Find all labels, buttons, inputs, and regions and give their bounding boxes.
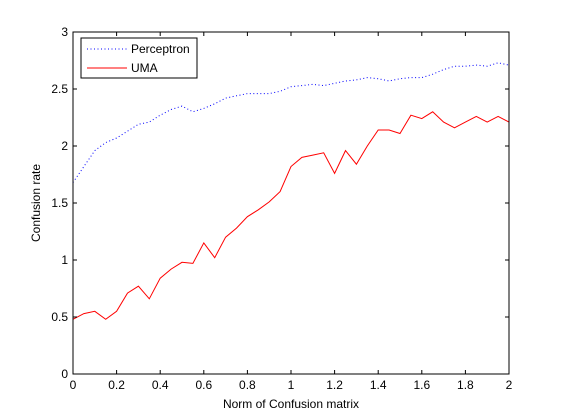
ticks-layer: 0 0.2 0.4 0.6 0.8 1 1.2 1.4 1.6 1.8 2 0 0.5 1 1.5 2 2.5 3 bbox=[51, 25, 512, 392]
legend-box bbox=[80, 37, 198, 79]
x-tick-label: 1.6 bbox=[413, 378, 430, 392]
y-tick-label: 0.5 bbox=[51, 310, 68, 324]
x-tick-label: 0.2 bbox=[108, 378, 125, 392]
plot-area bbox=[73, 32, 509, 374]
y-tick-label: 2 bbox=[61, 139, 68, 153]
legend-label-uma: UMA bbox=[131, 61, 158, 75]
x-tick-label: 0 bbox=[70, 378, 77, 392]
y-tick-label: 2.5 bbox=[51, 82, 68, 96]
legend-label-perceptron: Perceptron bbox=[131, 42, 190, 56]
x-tick-label: 0.8 bbox=[239, 378, 256, 392]
y-tick-label: 1.5 bbox=[51, 196, 68, 210]
x-tick-label: 1.8 bbox=[457, 378, 474, 392]
x-tick-label: 1 bbox=[288, 378, 295, 392]
y-tick-label: 3 bbox=[61, 25, 68, 39]
series-line-uma bbox=[72, 111, 510, 320]
series-layer bbox=[72, 62, 510, 320]
x-axis-label: Norm of Confusion matrix bbox=[223, 397, 359, 411]
series-line-perceptron bbox=[72, 62, 510, 183]
x-tick-label: 0.6 bbox=[195, 378, 212, 392]
x-tick-label: 2 bbox=[506, 378, 513, 392]
x-tick-label: 1.2 bbox=[326, 378, 343, 392]
y-axis-label: Confusion rate bbox=[29, 164, 43, 242]
legend: Perceptron UMA bbox=[80, 37, 198, 79]
y-tick-label: 0 bbox=[61, 367, 68, 381]
x-tick-label: 0.4 bbox=[152, 378, 169, 392]
y-tick-label: 1 bbox=[61, 253, 68, 267]
x-tick-label: 1.4 bbox=[370, 378, 387, 392]
